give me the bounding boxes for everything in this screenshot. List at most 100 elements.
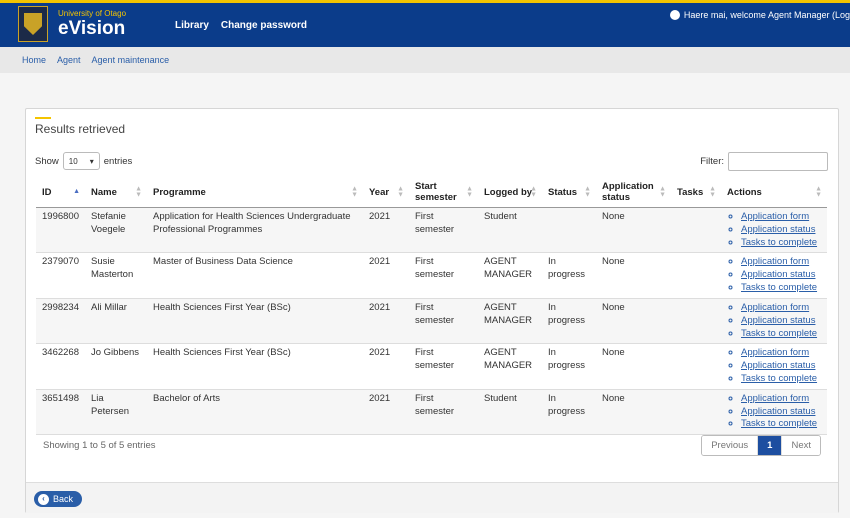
show-label: Show bbox=[35, 155, 59, 167]
application-form-link[interactable]: Application form bbox=[741, 256, 810, 268]
application-status-link[interactable]: Application status bbox=[741, 269, 816, 281]
sort-icon: ▲ ▼ bbox=[659, 185, 666, 198]
welcome-text: Haere mai, welcome Agent Manager (Log bbox=[683, 10, 850, 20]
main-nav: Library Change password bbox=[175, 20, 307, 31]
table-row: 1996800 Stefanie Voegele Application for… bbox=[36, 207, 827, 254]
filter-input[interactable] bbox=[728, 152, 828, 171]
tasks-to-complete-link[interactable]: Tasks to complete bbox=[741, 327, 818, 339]
column-header-actions[interactable]: Actions ▲ ▼ bbox=[721, 177, 827, 208]
column-header-tasks[interactable]: Tasks ▲ ▼ bbox=[671, 177, 721, 208]
cell-id: 3651498 bbox=[36, 389, 85, 436]
sort-icon: ▲ ▼ bbox=[466, 185, 473, 198]
sort-icon: ▲ ▼ bbox=[135, 185, 142, 198]
entries-select[interactable]: 10 ▾ bbox=[62, 152, 100, 170]
cell-app-status: None bbox=[596, 252, 671, 299]
cell-id: 3462268 bbox=[36, 343, 85, 390]
table-row: 2998234 Ali Millar Health Sciences First… bbox=[36, 298, 827, 345]
panel-title: Results retrieved bbox=[35, 117, 126, 136]
application-form-link[interactable]: Application form bbox=[741, 301, 810, 313]
cell-name: Susie Masterton bbox=[85, 252, 147, 299]
breadcrumb-agent[interactable]: Agent bbox=[57, 55, 81, 65]
cell-actions: Application form Application status Task… bbox=[721, 207, 827, 254]
cell-year: 2021 bbox=[363, 252, 409, 299]
application-form-link[interactable]: Application form bbox=[741, 211, 810, 222]
results-panel: Results retrieved Show 10 ▾ entries Filt… bbox=[25, 108, 839, 513]
column-header-name[interactable]: Name ▲ ▼ bbox=[85, 177, 147, 208]
cell-status: In progress bbox=[542, 343, 596, 390]
table-info: Showing 1 to 5 of 5 entries bbox=[43, 440, 156, 451]
cell-name: Jo Gibbens bbox=[85, 343, 147, 390]
tasks-to-complete-link[interactable]: Tasks to complete bbox=[741, 372, 818, 384]
cell-name: Ali Millar bbox=[85, 298, 147, 345]
column-header-start-semester[interactable]: Start semester ▲ ▼ bbox=[409, 177, 478, 208]
column-header-programme[interactable]: Programme ▲ ▼ bbox=[147, 177, 363, 208]
sort-icon: ▲ ▼ bbox=[709, 185, 716, 198]
tasks-to-complete-link[interactable]: Tasks to complete bbox=[741, 236, 818, 248]
application-form-link[interactable]: Application form bbox=[741, 347, 810, 359]
cell-name: Lia Petersen bbox=[85, 389, 147, 436]
previous-button[interactable]: Previous bbox=[702, 436, 758, 455]
application-status-link[interactable]: Application status bbox=[741, 405, 816, 417]
cell-tasks bbox=[671, 298, 721, 345]
filter-control: Filter: bbox=[700, 152, 828, 171]
sort-icon: ▲ ▼ bbox=[397, 185, 404, 198]
cell-semester: First semester bbox=[409, 343, 478, 390]
breadcrumb-agent-maintenance[interactable]: Agent maintenance bbox=[91, 55, 170, 65]
table-header-row: ID ▲ Name ▲ ▼ Programme ▲ ▼ Year ▲ ▼ Start seme… bbox=[36, 177, 827, 208]
crest-icon bbox=[18, 6, 48, 42]
next-button[interactable]: Next bbox=[781, 436, 820, 455]
cell-logged-by: AGENT MANAGER bbox=[478, 298, 542, 345]
cell-actions: Application form Application status Task… bbox=[721, 252, 827, 299]
application-status-link[interactable]: Application status bbox=[741, 360, 816, 372]
tasks-to-complete-link[interactable]: Tasks to complete bbox=[741, 418, 818, 430]
cell-status: In progress bbox=[542, 389, 596, 436]
cell-status: In progress bbox=[542, 252, 596, 299]
cell-app-status: None bbox=[596, 389, 671, 436]
nav-library[interactable]: Library bbox=[175, 20, 209, 31]
cell-programme: Application for Health Sciences Undergra… bbox=[147, 207, 363, 254]
column-header-logged-by[interactable]: Logged by ▲ ▼ bbox=[478, 177, 542, 208]
chevron-left-icon: ‹ bbox=[38, 493, 49, 505]
nav-change-password[interactable]: Change password bbox=[220, 20, 308, 31]
logo[interactable]: University of Otago eVision bbox=[18, 5, 126, 43]
sort-icon: ▲ ▼ bbox=[351, 185, 358, 198]
cell-semester: First semester bbox=[409, 207, 478, 254]
cell-app-status: None bbox=[596, 343, 671, 390]
column-header-application-status[interactable]: Application status ▲ ▼ bbox=[596, 177, 671, 208]
breadcrumb-home[interactable]: Home bbox=[22, 55, 47, 65]
table-row: 2379070 Susie Masterton Master of Busine… bbox=[36, 252, 827, 299]
back-button[interactable]: ‹ Back bbox=[34, 491, 83, 507]
entries-value: 10 bbox=[68, 156, 78, 166]
sort-icon: ▲ ▼ bbox=[530, 185, 537, 198]
application-status-link[interactable]: Application status bbox=[741, 223, 816, 235]
cell-app-status: None bbox=[596, 298, 671, 345]
cell-id: 1996800 bbox=[36, 207, 85, 254]
table-row: 3651498 Lia Petersen Bachelor of Arts 20… bbox=[36, 389, 827, 436]
cell-tasks bbox=[671, 343, 721, 390]
app-name: eVision bbox=[58, 18, 126, 39]
application-status-link[interactable]: Application status bbox=[741, 314, 816, 326]
back-label: Back bbox=[53, 494, 74, 504]
user-icon bbox=[669, 10, 680, 20]
cell-year: 2021 bbox=[363, 207, 409, 254]
column-header-year[interactable]: Year ▲ ▼ bbox=[363, 177, 409, 208]
pagination: Previous 1 Next bbox=[701, 435, 821, 456]
welcome-message: Haere mai, welcome Agent Manager (Log bbox=[669, 10, 850, 20]
cell-id: 2379070 bbox=[36, 252, 85, 299]
entries-label: entries bbox=[103, 155, 133, 167]
university-name: University of Otago bbox=[58, 9, 127, 18]
cell-logged-by: AGENT MANAGER bbox=[478, 343, 542, 390]
tasks-to-complete-link[interactable]: Tasks to complete bbox=[741, 282, 818, 294]
page-1-button[interactable]: 1 bbox=[757, 436, 782, 455]
panel-footer: ‹ Back bbox=[26, 482, 838, 513]
cell-programme: Bachelor of Arts bbox=[147, 389, 363, 436]
application-form-link[interactable]: Application form bbox=[741, 392, 810, 404]
cell-programme: Health Sciences First Year (BSc) bbox=[147, 298, 363, 345]
chevron-down-icon: ▾ bbox=[89, 156, 94, 166]
cell-id: 2998234 bbox=[36, 298, 85, 345]
column-header-id[interactable]: ID ▲ bbox=[36, 177, 85, 208]
cell-status: In progress bbox=[542, 298, 596, 345]
column-header-status[interactable]: Status ▲ ▼ bbox=[542, 177, 596, 208]
table-row: 3462268 Jo Gibbens Health Sciences First… bbox=[36, 343, 827, 390]
cell-programme: Health Sciences First Year (BSc) bbox=[147, 343, 363, 390]
